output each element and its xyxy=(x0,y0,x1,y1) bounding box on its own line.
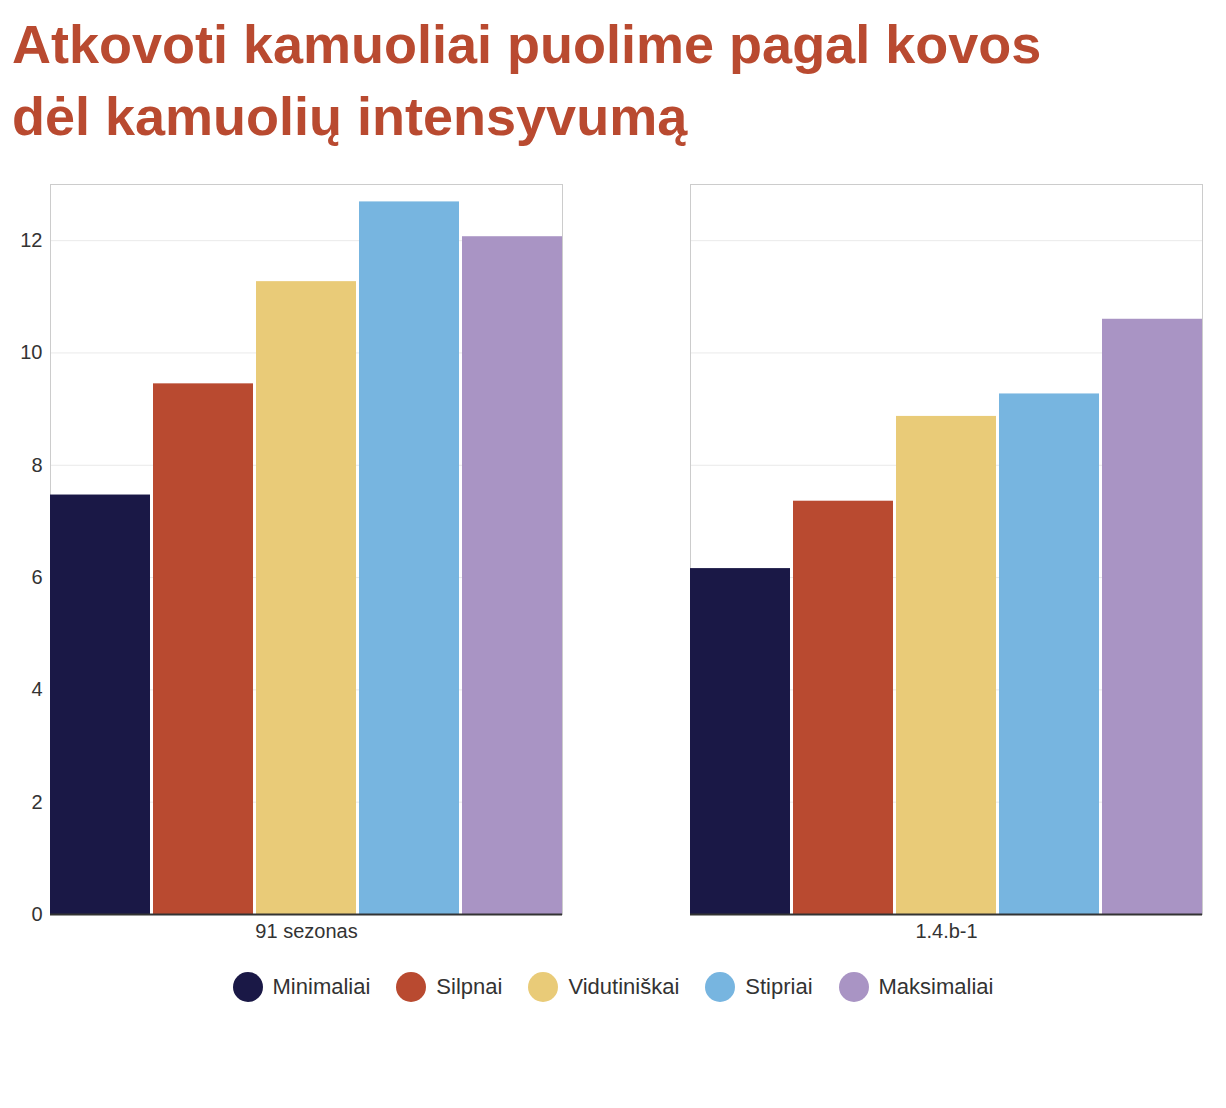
svg-text:2: 2 xyxy=(31,791,42,813)
html-text:Stipriai: Stipriai xyxy=(745,974,813,999)
svg-text:12: 12 xyxy=(20,229,42,251)
svg-text:10: 10 xyxy=(20,341,42,363)
svg-text:4: 4 xyxy=(31,678,42,700)
html-text:Minimaliai: Minimaliai xyxy=(272,974,371,999)
html-text:Atkovoti kamuoliai puolime pag: Atkovoti kamuoliai puolime pagal kovos d… xyxy=(12,14,1042,146)
html-text:Maksimaliai: Maksimaliai xyxy=(878,974,994,999)
html-text:Silpnai: Silpnai xyxy=(436,974,503,999)
svg-text:8: 8 xyxy=(31,454,42,476)
html-text:Vidutiniškai: Vidutiniškai xyxy=(568,974,680,999)
svg-text:6: 6 xyxy=(31,566,42,588)
svg-text:0: 0 xyxy=(31,903,42,925)
svg-text:91 sezonas: 91 sezonas xyxy=(255,920,357,942)
svg-text:1.4.b-1: 1.4.b-1 xyxy=(915,920,977,942)
